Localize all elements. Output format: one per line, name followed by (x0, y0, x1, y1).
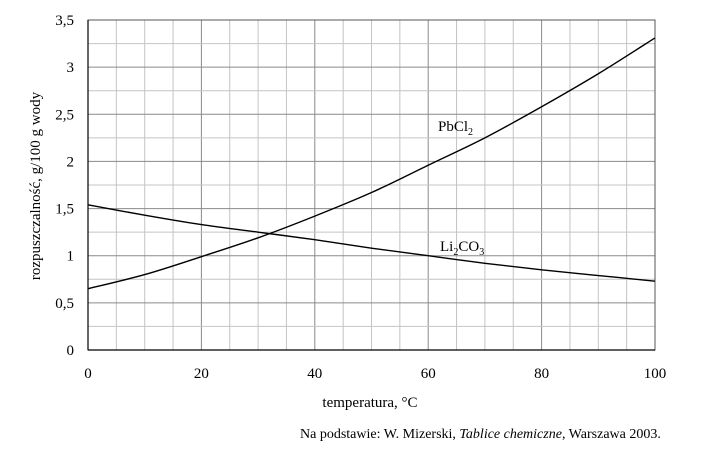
source-title: Tablice chemiczne (459, 427, 562, 442)
series-line-li2co3 (87, 204, 656, 282)
x-axis-ticks: 0 20 40 60 80 100 (84, 366, 666, 382)
series-label-pbcl2-sub: 2 (468, 127, 473, 138)
y-tick-label: 2 (67, 154, 75, 170)
grid (87, 19, 656, 351)
series-label-li2co3-sub2: 3 (479, 247, 484, 258)
series-label-li2co3-base: Li (440, 239, 453, 255)
series-label-li2co3-sub: 2 (453, 247, 458, 258)
series-label-li2co3: Li2CO3 (440, 239, 484, 258)
y-tick-label: 0,5 (55, 296, 74, 312)
solubility-chart: 0 20 40 60 80 100 0 0,5 1 1,5 2 2,5 3 3,5 temperatur… (28, 13, 666, 411)
y-tick-label: 0 (67, 343, 75, 359)
y-axis-title: rozpuszczalność, g/100 g wody (28, 91, 44, 280)
plot-frame (87, 19, 656, 351)
y-tick-label: 1 (67, 249, 75, 265)
y-tick-label: 2,5 (55, 107, 74, 123)
source-suffix: , Warszawa 2003. (561, 427, 661, 442)
y-tick-label: 1,5 (55, 202, 74, 218)
series-lines (87, 37, 656, 290)
x-tick-label: 40 (307, 366, 322, 382)
series-label-pbcl2-base: PbCl (438, 119, 468, 135)
series-line-pbcl2 (87, 37, 656, 290)
x-tick-label: 20 (194, 366, 209, 382)
source-citation: Na podstawie: W. Mizerski, Tablice chemi… (300, 427, 661, 443)
y-axis-ticks: 0 0,5 1 1,5 2 2,5 3 3,5 (55, 13, 74, 359)
source-prefix: Na podstawie: W. Mizerski, (300, 427, 460, 442)
x-tick-label: 0 (84, 366, 92, 382)
x-axis-title: temperatura, °C (322, 395, 417, 411)
x-tick-label: 100 (644, 366, 667, 382)
series-label-pbcl2: PbCl2 (438, 119, 473, 138)
y-tick-label: 3,5 (55, 13, 74, 29)
y-tick-label: 3 (67, 60, 75, 76)
x-tick-label: 80 (534, 366, 549, 382)
x-tick-label: 60 (421, 366, 436, 382)
series-label-li2co3-tail: CO (458, 239, 479, 255)
